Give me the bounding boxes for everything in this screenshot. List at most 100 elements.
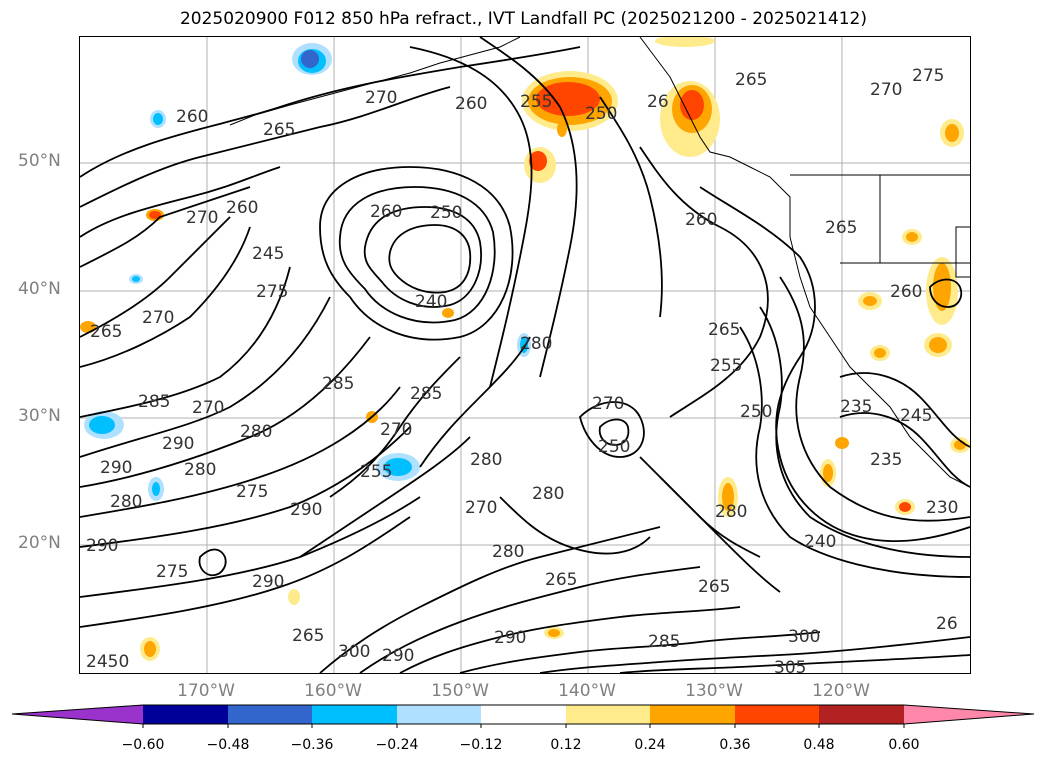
contour-label: 265: [698, 577, 730, 597]
contour-label: 280: [240, 422, 272, 442]
contour-label: 26: [647, 92, 669, 112]
contour-label: 270: [465, 498, 497, 518]
contour-label: 260: [890, 282, 922, 302]
colorbar-tick: −0.60: [121, 737, 165, 753]
map-svg: 260 270 265 260 255 250 26 265 270 275 2…: [80, 37, 970, 673]
graticule: [80, 37, 970, 673]
contour-lines: [80, 37, 970, 673]
contour-label: 300: [338, 642, 370, 662]
contour-label: 2450: [86, 652, 129, 672]
contour-label: 260: [685, 210, 717, 230]
contour-label: 270: [870, 80, 902, 100]
contour-label: 265: [708, 320, 740, 340]
contour-label: 240: [415, 292, 447, 312]
colorbar-segment: [481, 705, 566, 724]
contour-label: 285: [138, 392, 170, 412]
contour-label: 280: [492, 542, 524, 562]
contour-label: 265: [545, 570, 577, 590]
lat-label-30n: 30°N: [18, 406, 61, 426]
colorbar-extend-min: [12, 705, 143, 724]
contour-label: 305: [774, 658, 806, 673]
contour-label: 270: [365, 88, 397, 108]
lon-label-130w: 130°W: [685, 681, 743, 701]
colorbar-segment: [819, 705, 904, 724]
lon-label-160w: 160°W: [304, 681, 362, 701]
colorbar-tick: −0.36: [290, 737, 334, 753]
colorbar-tick: −0.24: [375, 737, 419, 753]
contour-label: 250: [585, 104, 617, 124]
contour-label: 235: [840, 397, 872, 417]
contour-label: 285: [322, 374, 354, 394]
contour-label: 265: [735, 70, 767, 90]
contour-label: 275: [236, 482, 268, 502]
contour-label: 250: [430, 203, 462, 223]
contour-label: 230: [926, 498, 958, 518]
contour-label: 265: [825, 218, 857, 238]
contour-label: 250: [740, 402, 772, 422]
contour-label: 280: [532, 484, 564, 504]
contour-label: 255: [520, 92, 552, 112]
contour-label: 235: [870, 450, 902, 470]
colorbar-segment: [397, 705, 482, 724]
contour-label: 270: [142, 308, 174, 328]
contour-label: 275: [912, 66, 944, 86]
contour-label: 270: [186, 208, 218, 228]
shading: [80, 37, 970, 661]
contour-label: 255: [710, 356, 742, 376]
contour-label: 285: [410, 384, 442, 404]
contour-label: 245: [252, 244, 284, 264]
contour-label: 275: [156, 562, 188, 582]
map-title: 2025020900 F012 850 hPa refract., IVT La…: [179, 9, 867, 29]
colorbar-tick: −0.12: [459, 737, 503, 753]
contour-label: 280: [470, 450, 502, 470]
contour-label: 265: [90, 322, 122, 342]
contour-label: 280: [184, 460, 216, 480]
contour-label: 290: [494, 628, 526, 648]
colorbar-segment: [312, 705, 397, 724]
lon-label-140w: 140°W: [558, 681, 616, 701]
contour-label: 265: [263, 120, 295, 140]
lat-label-50n: 50°N: [18, 151, 61, 171]
map-panel: 260 270 265 260 255 250 26 265 270 275 2…: [79, 36, 971, 674]
colorbar-extend-max: [904, 705, 1034, 724]
contour-label: 240: [804, 532, 836, 552]
contour-label: 265: [292, 626, 324, 646]
colorbar-segment: [143, 705, 228, 724]
colorbar-segment: [650, 705, 735, 724]
contour-label: 270: [380, 420, 412, 440]
contour-label: 275: [256, 282, 288, 302]
contour-label: 260: [176, 107, 208, 127]
contour-label: 280: [110, 492, 142, 512]
contour-label: 270: [592, 394, 624, 414]
contour-label: 260: [455, 94, 487, 114]
colorbar-segment: [566, 705, 651, 724]
contour-labels: 260 270 265 260 255 250 26 265 270 275 2…: [86, 66, 958, 673]
colorbar-tick: 0.24: [634, 737, 666, 753]
contour-label: 255: [360, 462, 392, 482]
colorbar-tick: −0.48: [206, 737, 250, 753]
contour-label: 260: [226, 198, 258, 218]
lon-label-150w: 150°W: [431, 681, 489, 701]
colorbar-tick: 0.12: [550, 737, 582, 753]
contour-label: 250: [598, 437, 630, 457]
contour-label: 290: [382, 646, 414, 666]
colorbar: [11, 704, 1035, 728]
colorbar-tick: 0.60: [888, 737, 920, 753]
contour-label: 300: [788, 627, 820, 647]
contour-label: 290: [86, 536, 118, 556]
contour-label: 290: [252, 572, 284, 592]
contour-label: 280: [520, 334, 552, 354]
contour-label: 245: [900, 406, 932, 426]
lon-label-170w: 170°W: [177, 681, 235, 701]
colorbar-tick: 0.48: [803, 737, 835, 753]
colorbar-tick: 0.36: [719, 737, 751, 753]
contour-label: 260: [370, 202, 402, 222]
lon-label-120w: 120°W: [812, 681, 870, 701]
contour-label: 290: [100, 458, 132, 478]
contour-label: 290: [162, 434, 194, 454]
contour-label: 285: [648, 632, 680, 652]
contour-label: 290: [290, 500, 322, 520]
contour-label: 280: [715, 502, 747, 522]
colorbar-segment: [735, 705, 820, 724]
contour-label: 26: [936, 614, 958, 634]
